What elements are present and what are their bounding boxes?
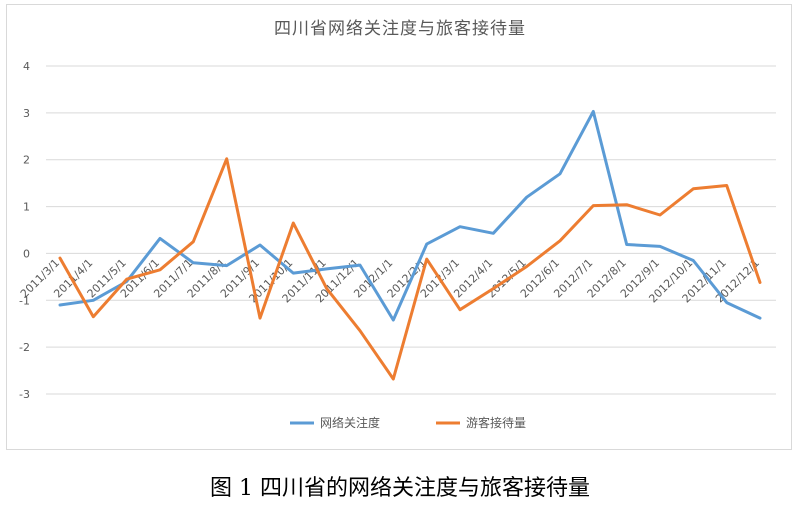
y-tick-label: -1: [19, 294, 30, 307]
line-chart: -3 -2 -1 0 1 2 3 4 2011/3/12011/4/12011/5/12011…: [18, 60, 776, 430]
series-line-1: [58, 157, 762, 381]
series-line-0: [58, 110, 762, 322]
legend-label-0: 网络关注度: [320, 415, 380, 430]
y-tick-label: 0: [23, 247, 30, 260]
chart-frame: [6, 4, 792, 450]
x-axis-ticks: 2011/3/12011/4/12011/5/12011/6/12011/7/1…: [18, 256, 762, 305]
figure-caption: 图 1 四川省的网络关注度与旅客接待量: [210, 476, 590, 501]
y-tick-label: -3: [19, 388, 30, 401]
gridlines: [46, 65, 776, 395]
legend-label-1: 游客接待量: [466, 415, 526, 430]
y-tick-label: 4: [23, 60, 30, 73]
y-tick-label: 2: [23, 154, 30, 167]
y-tick-label: 1: [23, 201, 30, 214]
chart-title: 四川省网络关注度与旅客接待量: [274, 19, 526, 39]
legend: 网络关注度 游客接待量: [290, 415, 526, 430]
y-tick-label: 3: [23, 107, 30, 120]
y-axis-ticks: -3 -2 -1 0 1 2 3 4: [19, 60, 30, 401]
series-lines: [58, 110, 762, 381]
y-tick-label: -2: [19, 341, 30, 354]
